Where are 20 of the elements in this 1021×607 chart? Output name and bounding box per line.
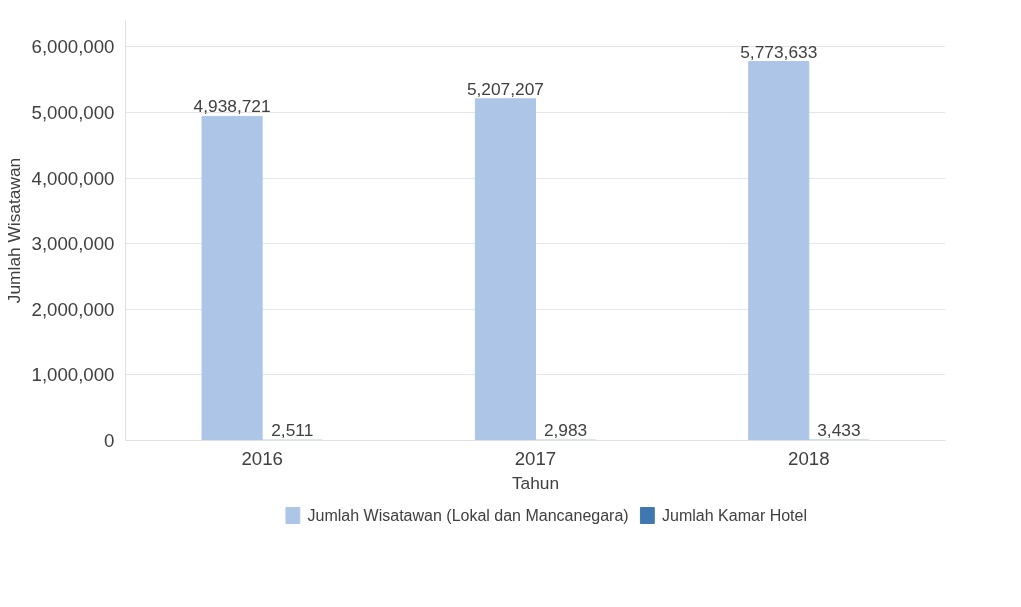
y-tick-label: 0 [104,430,115,451]
data-label: 4,938,721 [193,96,271,117]
data-label: 3,433 [817,420,861,441]
y-tick-label: 5,000,000 [31,101,115,123]
data-label: 5,773,633 [740,41,818,62]
y-tick-label: 4,000,000 [31,167,115,189]
y-tick-label: 1,000,000 [31,364,115,386]
data-label: 2,983 [543,420,588,441]
y-tick-label: 6,000,000 [31,36,115,58]
data-label: 2,511 [271,420,314,441]
data-label: 5,207,207 [466,78,544,99]
y-tick-label: 2,000,000 [31,298,115,320]
x-tick-label: 2018 [788,447,830,469]
x-tick-label: 2016 [241,447,283,469]
legend-label: Jumlah Kamar Hotel [662,507,808,524]
x-tick-label: 2017 [514,447,557,469]
y-tick-label: 3,000,000 [31,233,115,255]
y-axis-title: Jumlah Wisatawan [3,157,24,304]
legend-label: Jumlah Wisatawan (Lokal dan Mancanegara) [307,507,629,524]
x-axis-title: Tahun [511,472,560,493]
